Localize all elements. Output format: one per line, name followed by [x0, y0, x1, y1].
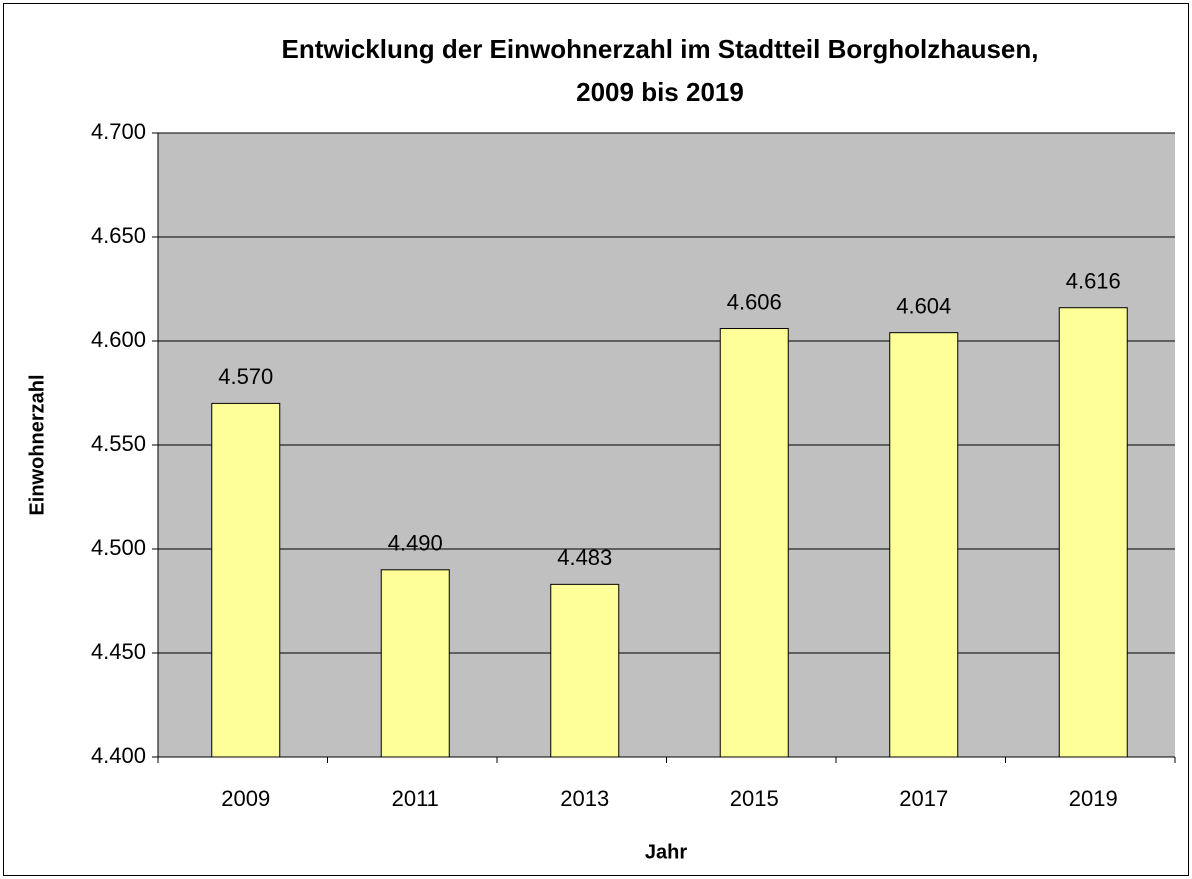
value-label: 4.604	[896, 293, 951, 318]
value-label: 4.570	[218, 364, 273, 389]
bar	[380, 569, 450, 758]
value-label: 4.606	[727, 289, 782, 314]
value-label: 4.490	[388, 531, 443, 556]
x-tick-label: 2013	[560, 786, 609, 811]
x-tick-label: 2009	[221, 786, 270, 811]
chart-title: Entwicklung der Einwohnerzahl im Stadtte…	[282, 34, 1039, 64]
bar	[719, 328, 789, 758]
value-label: 4.616	[1066, 269, 1121, 294]
x-tick-label: 2015	[730, 786, 779, 811]
y-tick-label: 4.700	[91, 119, 146, 144]
y-tick-label: 4.550	[91, 431, 146, 456]
y-tick-label: 4.600	[91, 327, 146, 352]
bar	[1058, 307, 1128, 758]
y-axis-label: Einwohnerzahl	[26, 374, 48, 515]
x-axis-label: Jahr	[645, 841, 687, 863]
x-tick-label: 2011	[392, 786, 439, 811]
x-tick-label: 2019	[1069, 786, 1118, 811]
chart-title: 2009 bis 2019	[576, 77, 744, 107]
value-label: 4.483	[557, 545, 612, 570]
bar	[211, 402, 281, 758]
bar	[889, 332, 959, 758]
y-tick-label: 4.650	[91, 223, 146, 248]
x-tick-label: 2017	[899, 786, 948, 811]
y-tick-label: 4.500	[91, 535, 146, 560]
bar	[550, 583, 620, 758]
y-tick-label: 4.450	[91, 639, 146, 664]
y-tick-label: 4.400	[91, 743, 146, 768]
